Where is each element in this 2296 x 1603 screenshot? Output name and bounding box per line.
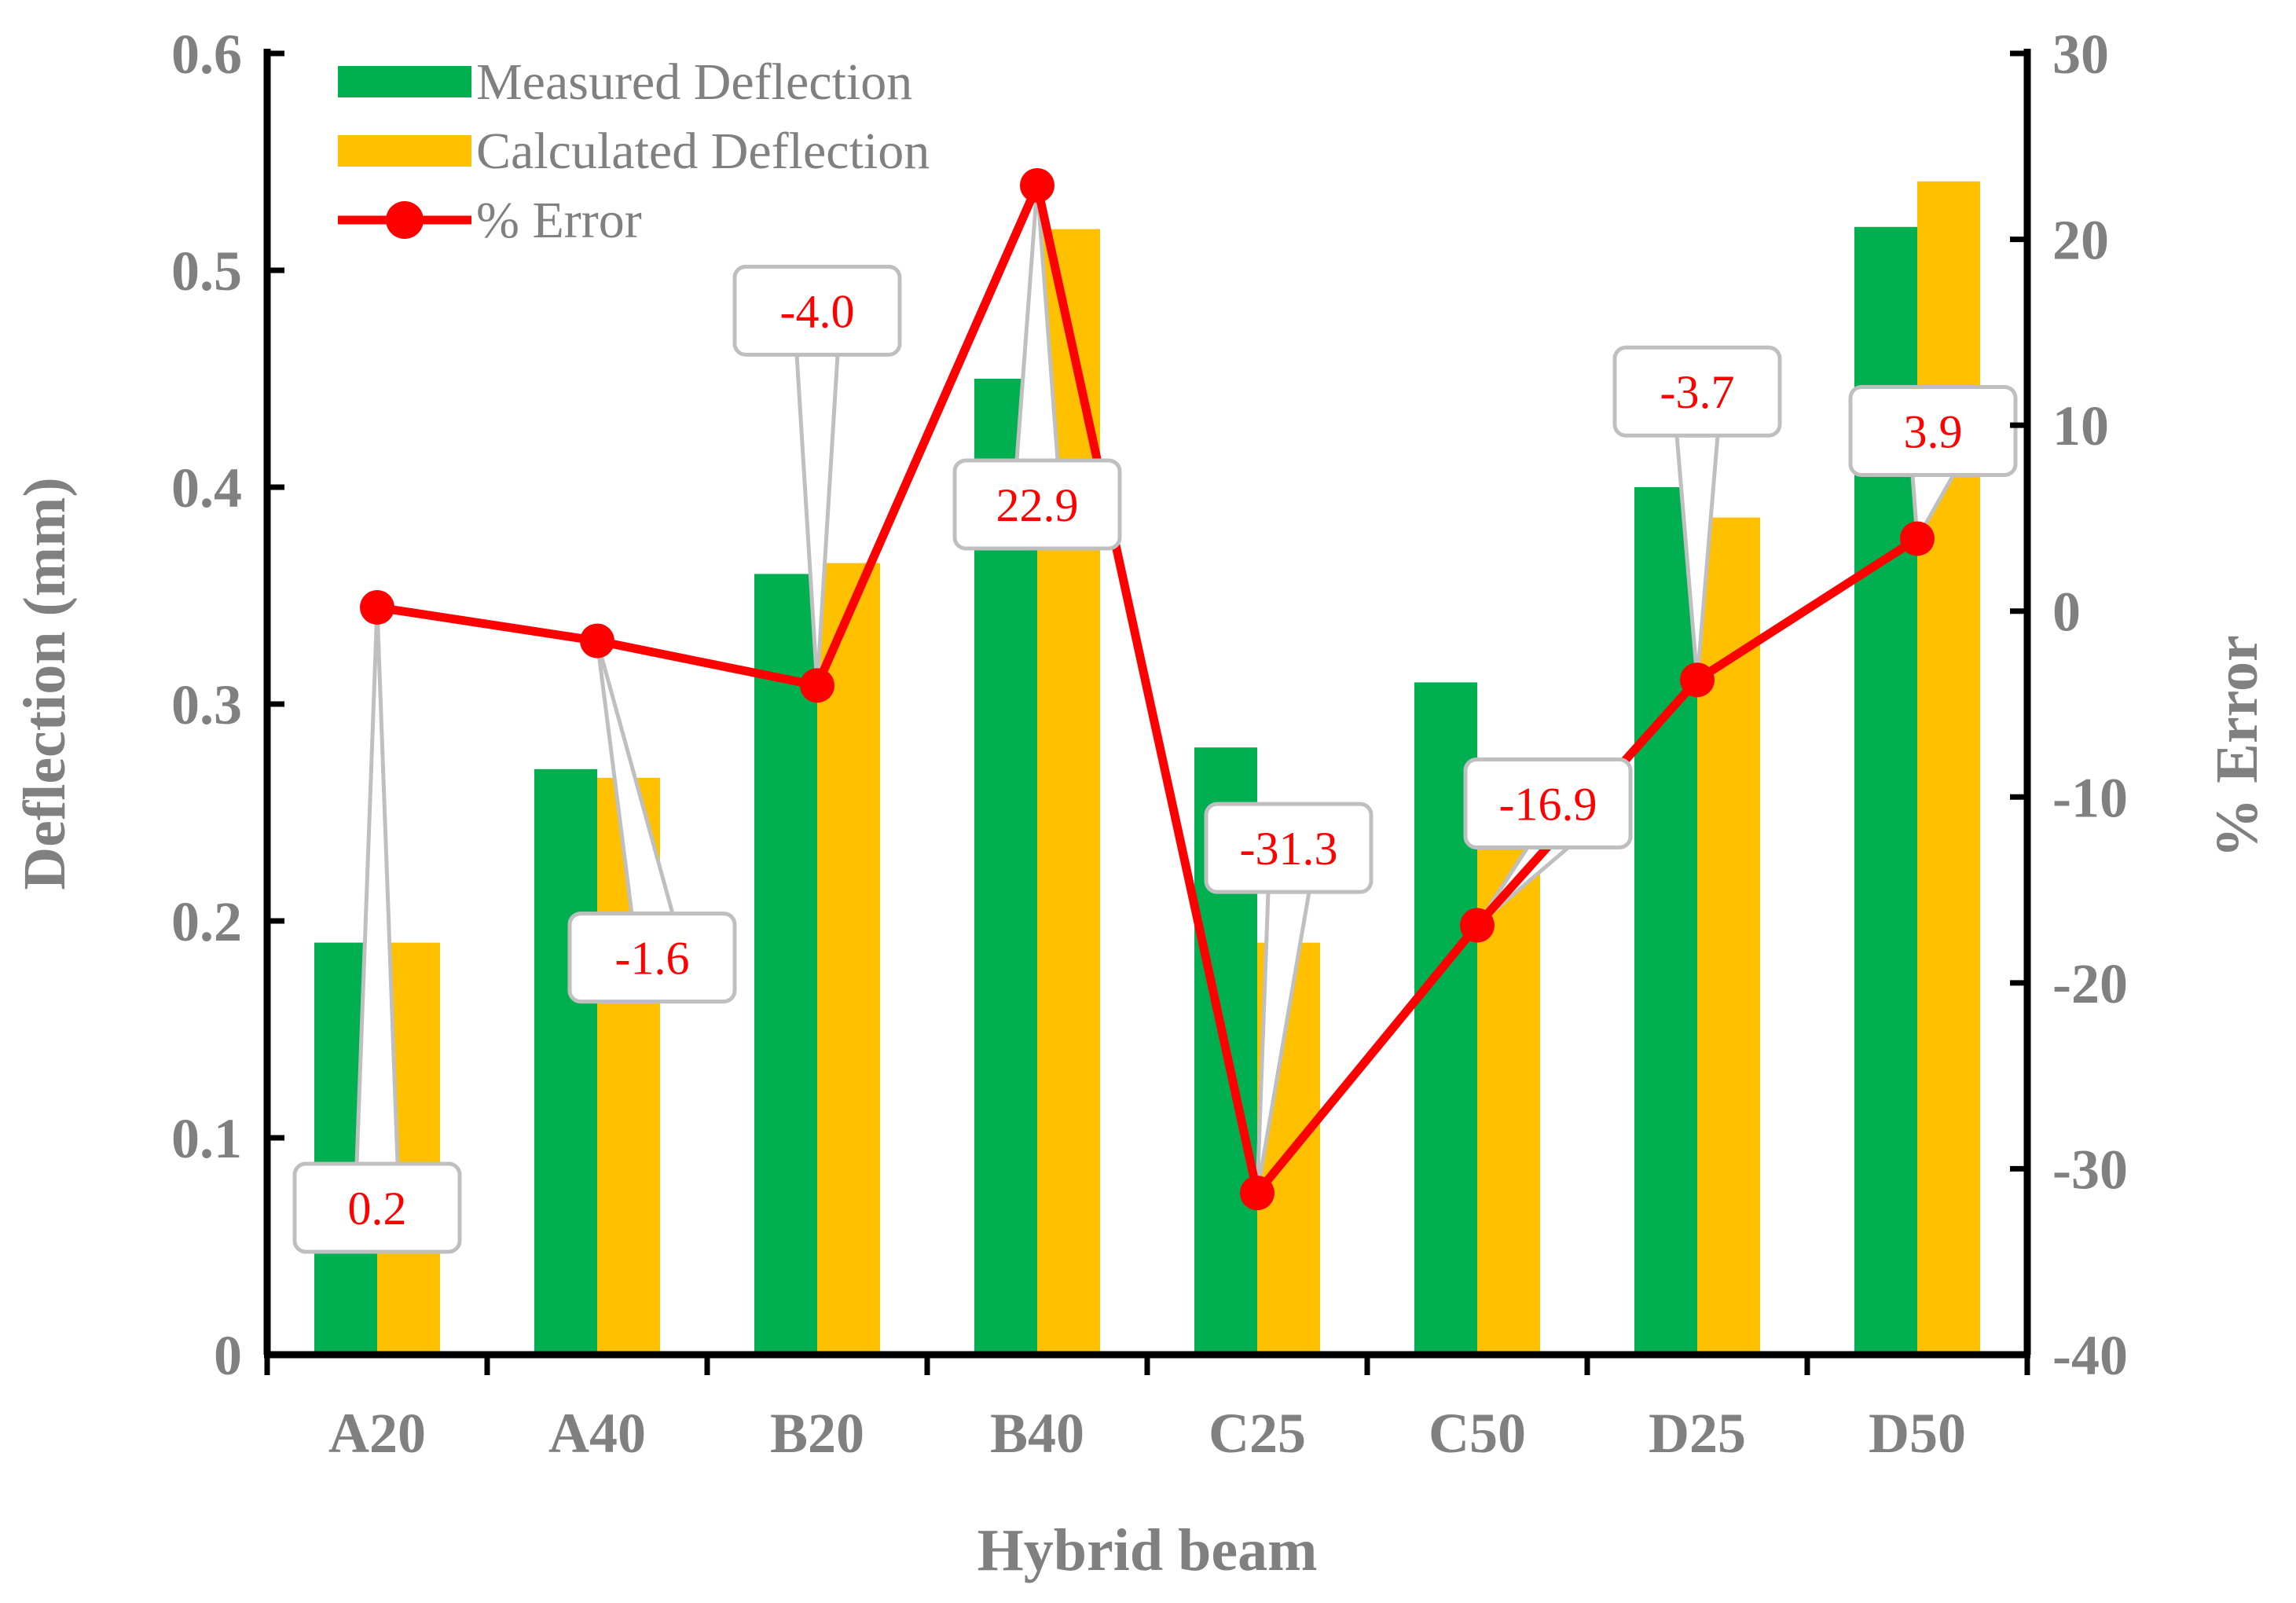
callout-box-A20 <box>292 1161 462 1254</box>
error-data-label-A20: 0.2 <box>348 1183 407 1234</box>
x-tick-label-A40: A40 <box>548 1402 646 1465</box>
y2-tick-label: 10 <box>2052 394 2109 457</box>
error-data-label-D25: -3.7 <box>1660 366 1735 418</box>
axes-layer: 0 0.1 0.2 0.3 0.4 0.5 0.6 -40 -30 -20 -10 0 10 20 30 A2… <box>171 23 2128 1465</box>
legend-label: Calculated Deflection <box>476 123 930 180</box>
legend-swatch <box>338 135 471 167</box>
x-tick-label-A20: A20 <box>328 1402 426 1465</box>
error-data-label-B20: -4.0 <box>780 285 855 337</box>
y-tick-label: 0.2 <box>171 890 242 953</box>
bar-measured-B20 <box>754 574 817 1355</box>
y-tick-label: 0 <box>214 1324 242 1387</box>
y2-tick-label: -30 <box>2052 1138 2128 1201</box>
callout-box-D25 <box>1612 345 1782 438</box>
callout-box-C50 <box>1463 757 1633 850</box>
legend-swatch <box>338 66 471 97</box>
error-point-C50 <box>1460 908 1495 943</box>
y-tick-label: 0.5 <box>171 240 242 303</box>
error-series-line <box>372 181 1922 1198</box>
error-point-B40 <box>1020 167 1054 203</box>
y2-tick-label: 30 <box>2052 23 2109 86</box>
y-tick-label: 0.6 <box>171 23 242 86</box>
legend-label: % Error <box>476 192 642 249</box>
x-tick-label-B40: B40 <box>990 1402 1084 1465</box>
legend: Measured Deflection Calculated Deflection… <box>338 53 930 249</box>
y2-tick-label: -40 <box>2052 1324 2128 1387</box>
bar-measured-D25 <box>1634 487 1697 1355</box>
bar-measured-A40 <box>534 768 597 1355</box>
error-point-A20 <box>360 589 394 625</box>
y2-tick-label: 0 <box>2052 581 2081 644</box>
x-tick-label-D25: D25 <box>1649 1402 1746 1465</box>
error-data-label-C25: -31.3 <box>1240 823 1338 875</box>
error-point-D25 <box>1680 662 1715 698</box>
x-tick-label-D50: D50 <box>1869 1402 1966 1465</box>
error-point-C25 <box>1240 1176 1275 1211</box>
y2-tick-label: -20 <box>2052 952 2128 1015</box>
y-tick-label: 0.1 <box>171 1107 242 1170</box>
error-data-label-D50: 3.9 <box>1904 405 1963 457</box>
callout-pointer-A20 <box>354 605 400 1166</box>
error-data-label-A40: -1.6 <box>615 933 690 985</box>
error-point-B20 <box>800 668 834 703</box>
x-tick-label-C25: C25 <box>1209 1402 1306 1465</box>
error-point-A40 <box>580 623 614 658</box>
axis-labels-layer: Deflection (mm) % Error Hybrid beam <box>12 477 2270 1583</box>
callout-boxes: 0.2 -1.6 -4.0 22.9 -31.3 -16.9 -3.7 3.9 <box>292 264 2018 1254</box>
error-data-label-B40: 22.9 <box>996 479 1079 531</box>
x-axis-title: Hybrid beam <box>977 1517 1318 1583</box>
y2-tick-label: -10 <box>2052 766 2128 829</box>
bar-calculated-D50 <box>1917 181 1980 1355</box>
error-data-label-C50: -16.9 <box>1499 779 1597 831</box>
legend-item-2: % Error <box>338 192 642 249</box>
y-axis-title: Deflection (mm) <box>12 477 78 890</box>
callout-box-B40 <box>952 458 1122 551</box>
error-line-layer <box>360 167 1935 1211</box>
y2-axis-title: % Error <box>2204 635 2270 858</box>
x-tick-label-B20: B20 <box>770 1402 864 1465</box>
callout-box-A40 <box>567 912 737 1004</box>
callout-box-B20 <box>732 264 902 357</box>
y-tick-label: 0.3 <box>171 673 242 736</box>
callout-box-C25 <box>1204 802 1374 894</box>
legend-marker <box>386 201 424 239</box>
y2-tick-label: 20 <box>2052 209 2109 272</box>
legend-item-1: Calculated Deflection <box>338 123 930 180</box>
legend-item-0: Measured Deflection <box>338 53 912 111</box>
error-point-D50 <box>1900 521 1935 556</box>
callout-box-D50 <box>1848 384 2018 477</box>
y-tick-label: 0.4 <box>171 457 242 519</box>
x-tick-label-C50: C50 <box>1429 1402 1526 1465</box>
legend-label: Measured Deflection <box>476 53 912 111</box>
